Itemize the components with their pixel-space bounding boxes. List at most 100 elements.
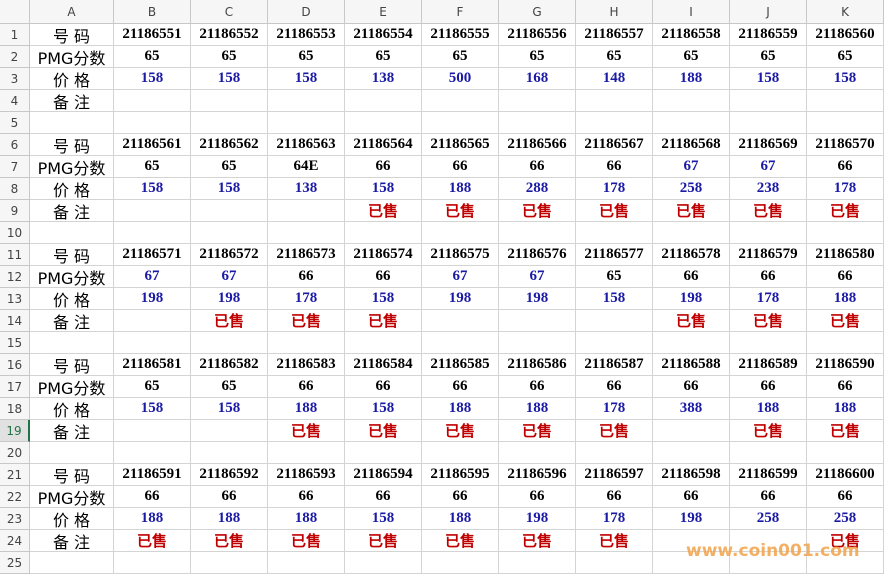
remark[interactable]: [191, 90, 268, 112]
score[interactable]: 66: [268, 266, 345, 288]
column-header[interactable]: D: [268, 0, 345, 24]
item-number[interactable]: 21186579: [730, 244, 807, 266]
row-label[interactable]: PMG分数: [30, 376, 114, 398]
remark[interactable]: [730, 530, 807, 552]
cell[interactable]: [268, 332, 345, 354]
price[interactable]: 258: [807, 508, 884, 530]
item-number[interactable]: 21186555: [422, 24, 499, 46]
item-number[interactable]: 21186564: [345, 134, 422, 156]
item-number[interactable]: 21186557: [576, 24, 653, 46]
price[interactable]: 178: [807, 178, 884, 200]
remark[interactable]: [422, 90, 499, 112]
row-label[interactable]: 备 注: [30, 310, 114, 332]
price[interactable]: 158: [114, 178, 191, 200]
cell[interactable]: [345, 332, 422, 354]
cell[interactable]: [268, 552, 345, 574]
score[interactable]: 66: [730, 376, 807, 398]
price[interactable]: 138: [268, 178, 345, 200]
item-number[interactable]: 21186575: [422, 244, 499, 266]
remark[interactable]: 已售: [576, 200, 653, 222]
cell[interactable]: [191, 552, 268, 574]
score[interactable]: 66: [345, 266, 422, 288]
row-label[interactable]: PMG分数: [30, 46, 114, 68]
remark[interactable]: [807, 90, 884, 112]
row-label[interactable]: 备 注: [30, 420, 114, 442]
price[interactable]: 188: [807, 398, 884, 420]
score[interactable]: 66: [653, 486, 730, 508]
column-header[interactable]: F: [422, 0, 499, 24]
cell[interactable]: [191, 442, 268, 464]
item-number[interactable]: 21186599: [730, 464, 807, 486]
row-label[interactable]: 号 码: [30, 244, 114, 266]
cell[interactable]: [576, 112, 653, 134]
row-header[interactable]: 8: [0, 178, 30, 200]
remark[interactable]: [114, 200, 191, 222]
remark[interactable]: [191, 200, 268, 222]
score[interactable]: 67: [730, 156, 807, 178]
price[interactable]: 188: [422, 398, 499, 420]
price[interactable]: 198: [114, 288, 191, 310]
price[interactable]: 188: [653, 68, 730, 90]
score[interactable]: 65: [114, 156, 191, 178]
item-number[interactable]: 21186563: [268, 134, 345, 156]
row-header[interactable]: 25: [0, 552, 30, 574]
cell[interactable]: [114, 442, 191, 464]
item-number[interactable]: 21186587: [576, 354, 653, 376]
cell[interactable]: [422, 112, 499, 134]
score[interactable]: 66: [807, 486, 884, 508]
score[interactable]: 66: [730, 266, 807, 288]
score[interactable]: 65: [807, 46, 884, 68]
item-number[interactable]: 21186573: [268, 244, 345, 266]
cell[interactable]: [807, 222, 884, 244]
remark[interactable]: 已售: [422, 420, 499, 442]
remark[interactable]: 已售: [191, 530, 268, 552]
cell[interactable]: [499, 552, 576, 574]
cell[interactable]: [730, 552, 807, 574]
item-number[interactable]: 21186568: [653, 134, 730, 156]
row-header[interactable]: 19: [0, 420, 30, 442]
row-header[interactable]: 22: [0, 486, 30, 508]
remark[interactable]: 已售: [345, 310, 422, 332]
row-header[interactable]: 1: [0, 24, 30, 46]
column-header[interactable]: J: [730, 0, 807, 24]
remark[interactable]: 已售: [268, 530, 345, 552]
score[interactable]: 65: [576, 266, 653, 288]
score[interactable]: 66: [576, 156, 653, 178]
cell[interactable]: [422, 222, 499, 244]
price[interactable]: 178: [576, 508, 653, 530]
score[interactable]: 66: [576, 376, 653, 398]
cell[interactable]: [807, 332, 884, 354]
price[interactable]: 188: [268, 508, 345, 530]
cell[interactable]: [114, 112, 191, 134]
score[interactable]: 64E: [268, 156, 345, 178]
cell[interactable]: [30, 222, 114, 244]
cell[interactable]: [114, 222, 191, 244]
remark[interactable]: 已售: [576, 530, 653, 552]
row-header[interactable]: 7: [0, 156, 30, 178]
cell[interactable]: [191, 332, 268, 354]
score[interactable]: 66: [345, 376, 422, 398]
row-label[interactable]: 价 格: [30, 178, 114, 200]
remark[interactable]: 已售: [191, 310, 268, 332]
row-label[interactable]: 价 格: [30, 398, 114, 420]
price[interactable]: 258: [653, 178, 730, 200]
row-header[interactable]: 5: [0, 112, 30, 134]
item-number[interactable]: 21186559: [730, 24, 807, 46]
remark[interactable]: 已售: [268, 310, 345, 332]
score[interactable]: 65: [114, 46, 191, 68]
item-number[interactable]: 21186562: [191, 134, 268, 156]
score[interactable]: 65: [653, 46, 730, 68]
item-number[interactable]: 21186589: [730, 354, 807, 376]
cell[interactable]: [345, 552, 422, 574]
cell[interactable]: [499, 442, 576, 464]
score[interactable]: 65: [422, 46, 499, 68]
item-number[interactable]: 21186591: [114, 464, 191, 486]
item-number[interactable]: 21186596: [499, 464, 576, 486]
price[interactable]: 168: [499, 68, 576, 90]
score[interactable]: 67: [499, 266, 576, 288]
row-header[interactable]: 16: [0, 354, 30, 376]
row-header[interactable]: 14: [0, 310, 30, 332]
cell[interactable]: [30, 332, 114, 354]
remark[interactable]: [422, 310, 499, 332]
remark[interactable]: 已售: [114, 530, 191, 552]
